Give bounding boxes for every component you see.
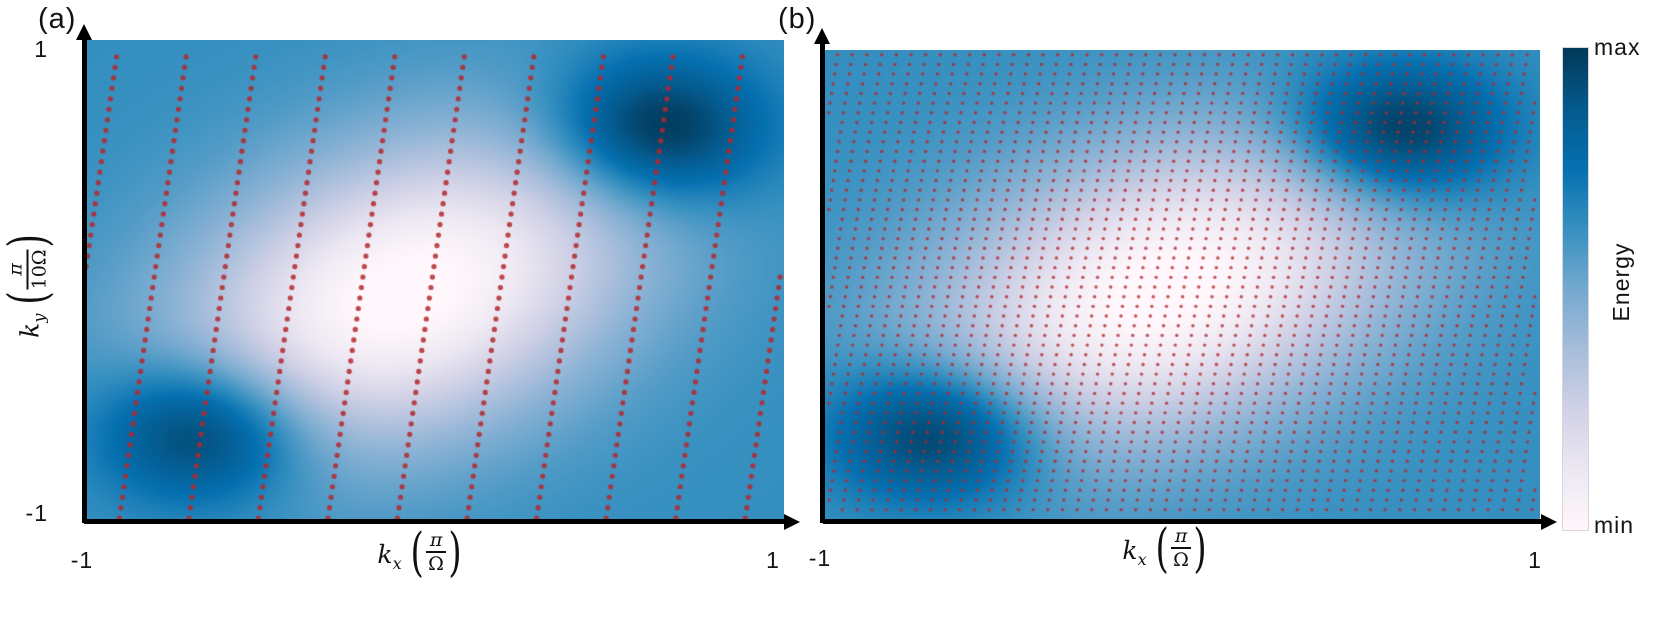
x-label-subscript: x: [392, 553, 402, 573]
y-label-subscript: y: [29, 313, 49, 323]
colorbar-min-label: min: [1594, 512, 1635, 538]
fraction-denominator: Ω: [428, 552, 444, 575]
colorbar-title: Energy: [1608, 242, 1634, 322]
panel-a-y-axis-label: ky (π 10Ω): [0, 201, 65, 371]
panel-a-y-tick-bottom: -1: [25, 500, 48, 526]
fraction-numerator: π: [5, 249, 29, 290]
panel-b-x-tick-right: 1: [1528, 547, 1542, 573]
panel-a-x-tick-right: 1: [766, 547, 780, 573]
close-paren: ): [0, 234, 60, 248]
panel-b-heatmap: [825, 50, 1540, 522]
panel-b-y-axis: [820, 42, 825, 523]
panel-a-y-axis: [82, 38, 87, 523]
panel-a-x-axis: [84, 519, 785, 524]
y-label-variable: k: [15, 322, 45, 338]
panel-a-label: (a): [38, 3, 77, 35]
panel-b-x-axis-arrow-icon: [1541, 514, 1557, 530]
colorbar-max-label: max: [1594, 34, 1641, 60]
panel-b-y-axis-arrow-icon: [814, 28, 830, 44]
panel-a-x-axis-arrow-icon: [784, 514, 800, 530]
fraction-denominator: 10Ω: [28, 249, 51, 290]
panel-b-x-axis: [823, 519, 1542, 524]
x-label-variable: k: [1122, 535, 1138, 565]
panel-a-x-axis-label: kx (π Ω): [330, 522, 510, 584]
panel-a-y-tick-top: 1: [34, 36, 48, 62]
open-paren: (: [0, 291, 60, 305]
y-label-fraction: π 10Ω: [5, 249, 51, 290]
fraction-denominator: Ω: [1173, 548, 1189, 571]
panel-b-x-tick-left: -1: [808, 545, 832, 571]
panel-b-x-axis-label: kx (π Ω): [1075, 518, 1255, 580]
panel-b-label: (b): [778, 3, 817, 35]
open-paren: (: [410, 522, 424, 585]
panel-a-y-axis-arrow-icon: [76, 24, 92, 40]
fraction-numerator: π: [1170, 526, 1192, 549]
fraction-numerator: π: [425, 530, 447, 553]
panel-a-heatmap: [84, 40, 784, 522]
x-label-subscript: x: [1137, 549, 1147, 569]
panel-a-x-tick-left: -1: [70, 547, 94, 573]
close-paren: ): [1193, 518, 1207, 581]
open-paren: (: [1155, 518, 1169, 581]
x-label-variable: k: [377, 539, 393, 569]
close-paren: ): [448, 522, 462, 585]
colorbar: [1562, 47, 1589, 531]
